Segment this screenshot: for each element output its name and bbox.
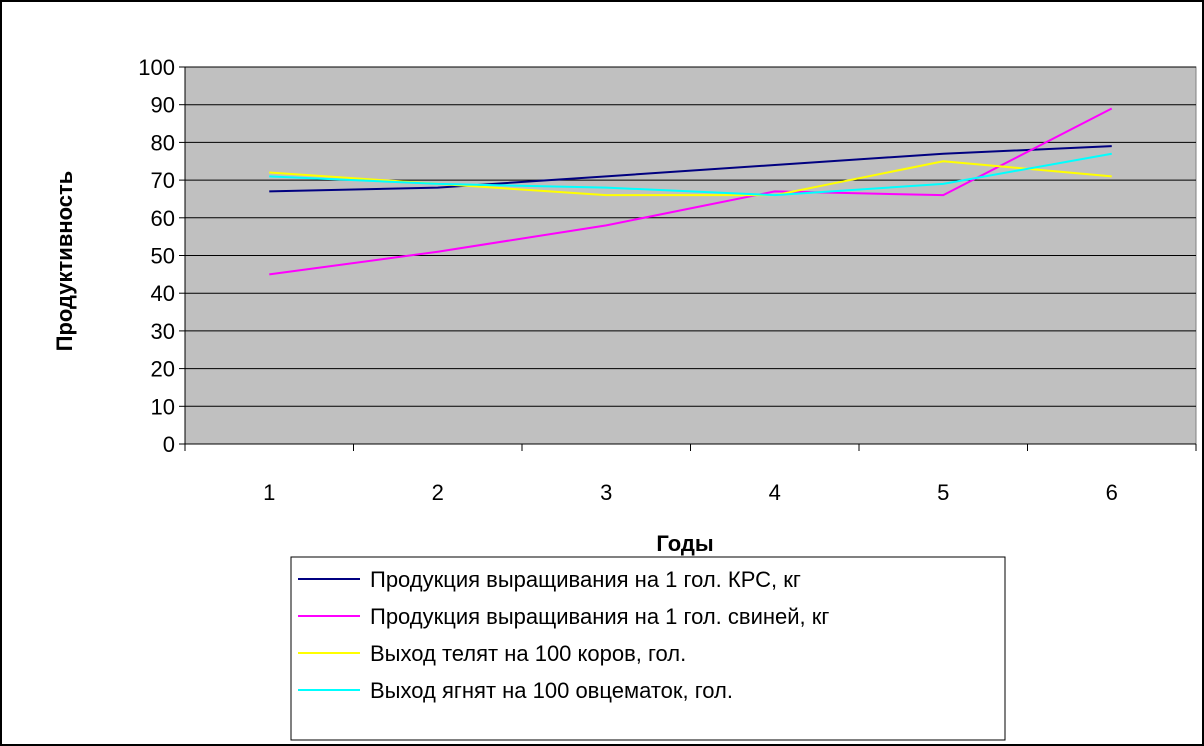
x-tick-label: 3 bbox=[600, 480, 612, 505]
y-tick-label: 20 bbox=[151, 357, 175, 382]
legend-label-3: Выход телят на 100 коров, гол. bbox=[370, 641, 686, 666]
legend: Продукция выращивания на 1 гол. КРС, кг П… bbox=[290, 556, 1006, 741]
y-tick-label: 50 bbox=[151, 244, 175, 269]
gridlines bbox=[185, 66, 1196, 445]
legend-box bbox=[290, 556, 1006, 741]
y-tick-label: 60 bbox=[151, 206, 175, 231]
series-line-4 bbox=[269, 152, 1112, 197]
y-tick-label: 100 bbox=[138, 55, 175, 80]
series-lines bbox=[269, 107, 1113, 276]
y-tick-label: 80 bbox=[151, 130, 175, 155]
x-tick-label: 6 bbox=[1106, 480, 1118, 505]
y-tick-label: 0 bbox=[163, 432, 175, 457]
x-tick-label: 5 bbox=[937, 480, 949, 505]
y-tick-label: 10 bbox=[151, 394, 175, 419]
x-tick-label: 4 bbox=[769, 480, 781, 505]
legend-label-4: Выход ягнят на 100 овцематок, гол. bbox=[370, 678, 733, 703]
y-tick-label: 30 bbox=[151, 319, 175, 344]
x-axis-ticks: 1 2 3 4 5 6 bbox=[184, 443, 1197, 505]
y-axis-ticks: 0 10 20 30 40 50 60 70 80 90 100 bbox=[138, 55, 186, 457]
x-axis-title: Годы bbox=[656, 531, 713, 556]
legend-label-2: Продукция выращивания на 1 гол. свиней, … bbox=[370, 604, 829, 629]
y-tick-label: 90 bbox=[151, 93, 175, 118]
y-axis-title: Продуктивность bbox=[52, 171, 77, 352]
x-tick-label: 2 bbox=[432, 480, 444, 505]
series-line-2 bbox=[269, 107, 1113, 276]
series-line-1 bbox=[269, 145, 1112, 193]
y-tick-label: 40 bbox=[151, 281, 175, 306]
legend-label-1: Продукция выращивания на 1 гол. КРС, кг bbox=[370, 567, 801, 592]
x-tick-label: 1 bbox=[263, 480, 275, 505]
y-tick-label: 70 bbox=[151, 168, 175, 193]
